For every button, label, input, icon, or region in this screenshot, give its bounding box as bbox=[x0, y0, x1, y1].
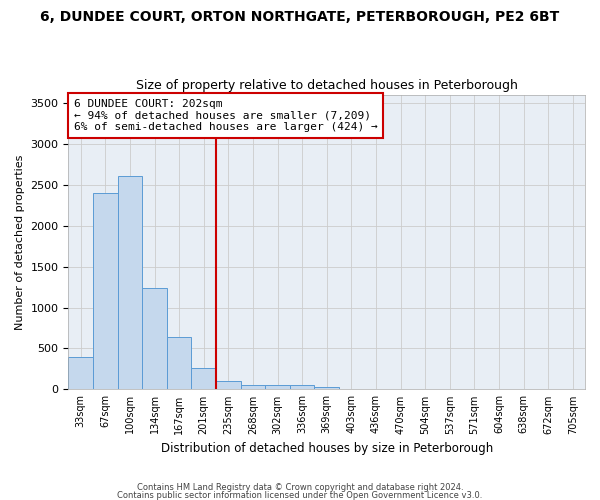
Bar bbox=[142, 288, 167, 390]
Y-axis label: Number of detached properties: Number of detached properties bbox=[15, 154, 25, 330]
Text: Contains public sector information licensed under the Open Government Licence v3: Contains public sector information licen… bbox=[118, 490, 482, 500]
Title: Size of property relative to detached houses in Peterborough: Size of property relative to detached ho… bbox=[136, 79, 518, 92]
X-axis label: Distribution of detached houses by size in Peterborough: Distribution of detached houses by size … bbox=[161, 442, 493, 455]
Bar bbox=[68, 358, 93, 390]
Bar bbox=[314, 386, 339, 390]
Text: Contains HM Land Registry data © Crown copyright and database right 2024.: Contains HM Land Registry data © Crown c… bbox=[137, 484, 463, 492]
Text: 6 DUNDEE COURT: 202sqm
← 94% of detached houses are smaller (7,209)
6% of semi-d: 6 DUNDEE COURT: 202sqm ← 94% of detached… bbox=[74, 99, 377, 132]
Bar bbox=[265, 385, 290, 390]
Bar bbox=[93, 193, 118, 390]
Bar bbox=[216, 381, 241, 390]
Bar bbox=[118, 176, 142, 390]
Bar bbox=[241, 384, 265, 390]
Bar bbox=[290, 386, 314, 390]
Bar bbox=[167, 337, 191, 390]
Text: 6, DUNDEE COURT, ORTON NORTHGATE, PETERBOROUGH, PE2 6BT: 6, DUNDEE COURT, ORTON NORTHGATE, PETERB… bbox=[40, 10, 560, 24]
Bar bbox=[191, 368, 216, 390]
